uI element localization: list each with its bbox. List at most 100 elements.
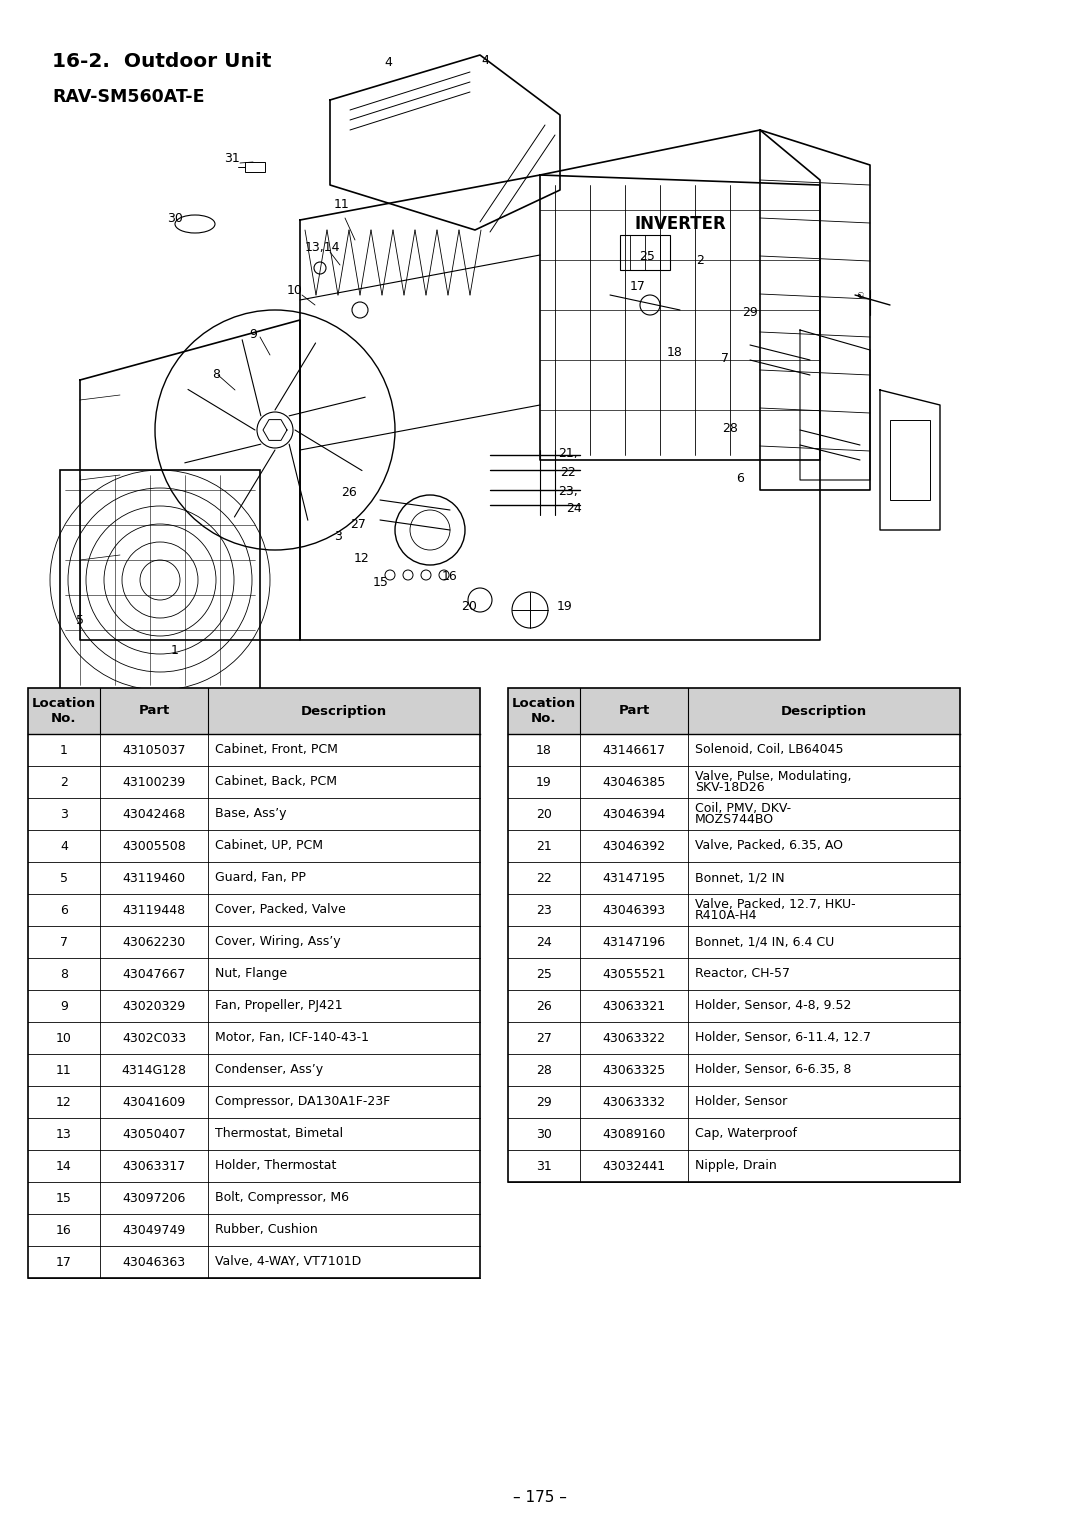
Text: Description: Description [781,705,867,717]
Text: Valve, Packed, 12.7, HKU-: Valve, Packed, 12.7, HKU- [696,898,855,910]
Text: ☯: ☯ [856,290,864,299]
Text: Fan, Propeller, PJ421: Fan, Propeller, PJ421 [215,999,342,1013]
Text: 4: 4 [60,839,68,852]
Text: 25: 25 [639,250,654,262]
Text: 3: 3 [334,529,342,543]
Text: Nipple, Drain: Nipple, Drain [696,1159,777,1173]
Text: 43119460: 43119460 [122,871,186,884]
Text: 6: 6 [737,471,744,485]
Text: 22: 22 [561,465,576,479]
Text: 21,: 21, [558,447,578,461]
Text: 43063317: 43063317 [122,1159,186,1173]
Text: 31: 31 [536,1159,552,1173]
Text: 43089160: 43089160 [603,1127,665,1141]
Text: Holder, Thermostat: Holder, Thermostat [215,1159,336,1173]
Text: 19: 19 [557,601,572,613]
Text: 12: 12 [56,1095,72,1109]
Text: 15: 15 [373,575,389,589]
Text: 4302C033: 4302C033 [122,1031,186,1045]
Text: 18: 18 [667,346,683,358]
Text: 43146617: 43146617 [603,744,665,756]
Text: 26: 26 [341,486,356,500]
Text: 43046392: 43046392 [603,839,665,852]
Text: 24: 24 [536,935,552,949]
Text: 43062230: 43062230 [122,935,186,949]
Text: Cover, Packed, Valve: Cover, Packed, Valve [215,903,346,917]
Text: 43147196: 43147196 [603,935,665,949]
Text: Reactor, CH-57: Reactor, CH-57 [696,967,789,981]
Text: Valve, 4-WAY, VT7101D: Valve, 4-WAY, VT7101D [215,1255,361,1269]
Bar [890,419,930,500]
Text: Valve, Packed, 6.35, AO: Valve, Packed, 6.35, AO [696,839,843,852]
Text: Guard, Fan, PP: Guard, Fan, PP [215,871,306,884]
Text: 43050407: 43050407 [122,1127,186,1141]
Text: 6: 6 [60,903,68,917]
Text: 2: 2 [697,253,704,267]
Text: Cover, Wiring, Ass’y: Cover, Wiring, Ass’y [215,935,340,949]
Text: 14: 14 [56,1159,72,1173]
Bar [508,688,960,1182]
Text: 19: 19 [536,776,552,788]
Bar [28,688,480,734]
Text: 43063325: 43063325 [603,1063,665,1077]
Text: 11: 11 [56,1063,72,1077]
Text: 2: 2 [60,776,68,788]
Text: 28: 28 [536,1063,552,1077]
Text: 43100239: 43100239 [122,776,186,788]
Text: Holder, Sensor, 4-8, 9.52: Holder, Sensor, 4-8, 9.52 [696,999,851,1013]
Text: Bolt, Compressor, M6: Bolt, Compressor, M6 [215,1191,349,1205]
Text: Bonnet, 1/2 IN: Bonnet, 1/2 IN [696,871,785,884]
Text: Coil, PMV, DKV-: Coil, PMV, DKV- [696,802,792,814]
Text: 43049749: 43049749 [122,1223,186,1237]
Text: Part: Part [138,705,170,717]
Text: 43063322: 43063322 [603,1031,665,1045]
Text: 23: 23 [536,903,552,917]
Text: 43046393: 43046393 [603,903,665,917]
Text: 28: 28 [723,421,738,435]
Text: 43046363: 43046363 [122,1255,186,1269]
Text: 22: 22 [536,871,552,884]
Text: 43042468: 43042468 [122,808,186,820]
Text: Part: Part [619,705,650,717]
Text: 8: 8 [60,967,68,981]
Text: Cap, Waterproof: Cap, Waterproof [696,1127,797,1141]
Text: 5: 5 [76,613,84,627]
Text: 23,: 23, [558,485,578,499]
Text: 43105037: 43105037 [122,744,186,756]
Text: 4: 4 [481,53,489,67]
Text: 13,14: 13,14 [305,241,340,255]
Text: 16: 16 [442,570,458,584]
Text: 16: 16 [56,1223,72,1237]
Text: 15: 15 [56,1191,72,1205]
Text: 43041609: 43041609 [122,1095,186,1109]
Text: 43119448: 43119448 [122,903,186,917]
Text: Base, Ass’y: Base, Ass’y [215,808,286,820]
Text: Compressor, DA130A1F-23F: Compressor, DA130A1F-23F [215,1095,390,1109]
Text: 25: 25 [536,967,552,981]
Text: 20: 20 [536,808,552,820]
Text: Cabinet, Back, PCM: Cabinet, Back, PCM [215,776,337,788]
Text: 10: 10 [287,284,302,296]
Text: 20: 20 [461,601,477,613]
Text: Nut, Flange: Nut, Flange [215,967,287,981]
Text: 1: 1 [171,644,179,656]
Text: 12: 12 [354,552,369,564]
Text: Condenser, Ass’y: Condenser, Ass’y [215,1063,323,1077]
Bar [28,688,480,1278]
Text: INVERTER: INVERTER [635,215,727,233]
Text: R410A-H4: R410A-H4 [696,909,757,923]
Text: 27: 27 [536,1031,552,1045]
Text: Holder, Sensor: Holder, Sensor [696,1095,787,1109]
Text: 31: 31 [225,151,240,165]
Text: Solenoid, Coil, LB64045: Solenoid, Coil, LB64045 [696,744,843,756]
Text: 9: 9 [249,328,257,340]
Text: 43020329: 43020329 [122,999,186,1013]
Text: – 175 –: – 175 – [513,1490,567,1505]
Text: 4: 4 [384,55,392,69]
Text: 29: 29 [742,305,758,319]
Text: Holder, Sensor, 6-11.4, 12.7: Holder, Sensor, 6-11.4, 12.7 [696,1031,870,1045]
Text: 24: 24 [566,502,582,514]
Text: 9: 9 [60,999,68,1013]
Text: 8: 8 [212,368,220,381]
Bar [60,470,260,689]
